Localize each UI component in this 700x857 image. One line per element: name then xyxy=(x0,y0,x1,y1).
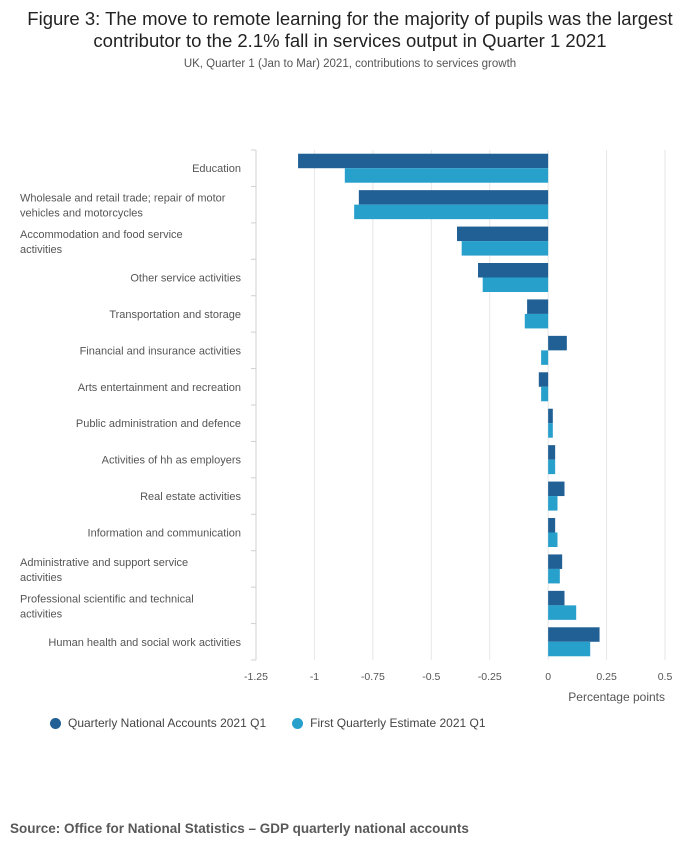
y-category-label: Education xyxy=(192,163,241,175)
bar-fqe xyxy=(548,459,556,475)
bar-fqe xyxy=(482,277,549,292)
x-tick-label: -0.75 xyxy=(361,671,385,683)
bar-fqe xyxy=(541,386,549,402)
y-category-label: Activities of hh as employers xyxy=(102,455,242,467)
chart-subtitle: UK, Quarter 1 (Jan to Mar) 2021, contrib… xyxy=(183,58,517,70)
x-axis-title: Percentage points xyxy=(568,690,665,704)
bar-qna xyxy=(456,226,549,242)
x-tick-label: -1.25 xyxy=(244,671,268,683)
legend-label-series-2: First Quarterly Estimate 2021 Q1 xyxy=(310,716,486,730)
bar-qna xyxy=(548,481,565,497)
bar-qna xyxy=(548,445,556,460)
chart-title: Figure 3: The move to remote learning fo… xyxy=(27,8,673,51)
bar-qna xyxy=(478,263,549,278)
x-tick-label: 0.5 xyxy=(658,671,673,683)
bar-qna xyxy=(538,372,549,387)
source-note: Source: Office for National Statistics –… xyxy=(10,821,469,836)
x-tick-label: 0.25 xyxy=(596,671,617,683)
x-tick-label: -1 xyxy=(310,671,319,683)
bar-qna xyxy=(548,518,556,533)
y-category-label: Wholesale and retail trade; repair of mo… xyxy=(20,193,226,205)
y-category-label: Transportation and storage xyxy=(109,309,241,321)
bar-qna xyxy=(548,627,600,642)
y-category-label: vehicles and motorcycles xyxy=(20,208,143,220)
bar-qna xyxy=(548,335,567,351)
y-category-label: Accommodation and food service xyxy=(20,229,183,241)
x-tick-label: 0 xyxy=(545,671,551,683)
y-category-label: Human health and social work activities xyxy=(48,637,241,649)
bar-qna xyxy=(548,408,553,424)
y-category-label: activities xyxy=(20,572,63,584)
legend-item-series-2[interactable]: First Quarterly Estimate 2021 Q1 xyxy=(292,716,486,730)
x-tick-label: -0.25 xyxy=(478,671,502,683)
bar-fqe xyxy=(548,532,558,547)
bar-fqe xyxy=(548,568,560,584)
bar-fqe xyxy=(344,168,549,183)
y-category-label: activities xyxy=(20,608,63,620)
y-category-label: Financial and insurance activities xyxy=(80,345,242,357)
y-category-label: Professional scientific and technical xyxy=(20,593,194,605)
x-tick-label: -0.5 xyxy=(422,671,440,683)
y-category-label: Public administration and defence xyxy=(76,418,241,430)
bar-fqe xyxy=(461,241,549,256)
bar-qna xyxy=(527,299,549,314)
bar-fqe xyxy=(548,423,553,438)
legend-label-series-1: Quarterly National Accounts 2021 Q1 xyxy=(68,716,267,730)
bar-qna xyxy=(548,590,565,606)
bar-fqe xyxy=(548,641,591,657)
bar-qna xyxy=(298,153,549,169)
bar-fqe xyxy=(548,605,577,620)
legend-swatch-series-2 xyxy=(292,717,304,729)
bar-fqe xyxy=(524,313,549,329)
y-category-label: Administrative and support service xyxy=(20,557,188,569)
bar-qna xyxy=(548,554,563,569)
chart-legend: Quarterly National Accounts 2021 Q1 Firs… xyxy=(50,716,512,730)
legend-item-series-1[interactable]: Quarterly National Accounts 2021 Q1 xyxy=(50,716,266,730)
bar-fqe xyxy=(354,204,549,220)
y-category-label: Information and communication xyxy=(88,528,241,540)
y-category-label: Arts entertainment and recreation xyxy=(78,382,241,394)
bar-fqe xyxy=(541,350,549,365)
y-category-label: Real estate activities xyxy=(140,491,241,503)
bar-fqe xyxy=(548,496,558,511)
bar-qna xyxy=(358,190,549,205)
legend-swatch-series-1 xyxy=(50,717,61,729)
y-category-label: activities xyxy=(20,244,63,256)
y-category-label: Other service activities xyxy=(130,273,241,285)
